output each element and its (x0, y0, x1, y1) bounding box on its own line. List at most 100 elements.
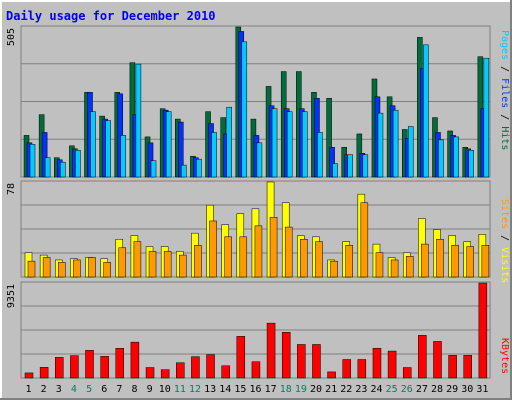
legend-visits: Visits (499, 247, 510, 283)
legend-files: Files (499, 78, 510, 108)
x-tick-label-8: 8 (131, 384, 137, 395)
top-bar-pages-9 (150, 160, 157, 178)
bottom-bar-kbytes-25 (387, 350, 397, 379)
top-bar-files-11 (178, 121, 184, 178)
top-bar-pages-14 (226, 106, 232, 178)
mid-bar-sites-11 (179, 254, 187, 278)
mid-bar-sites-24 (375, 252, 384, 278)
x-tick-label-3: 3 (56, 384, 62, 395)
x-tick-label-29: 29 (446, 384, 458, 395)
chart-title: Daily usage for December 2010 (6, 9, 216, 23)
mid-bar-sites-7 (118, 247, 127, 278)
mid-bar-sites-13 (209, 220, 217, 278)
legend-kbytes: KBytes (499, 338, 510, 374)
top-bar-pages-22 (347, 154, 353, 178)
mid-bar-sites-8 (133, 241, 142, 278)
mid-bar-sites-19 (300, 238, 308, 278)
legend-hits: Hits (499, 126, 510, 150)
top-bar-files-21 (329, 147, 335, 178)
mid-bar-sites-23 (360, 202, 369, 278)
top-bar-pages-27 (423, 44, 429, 178)
bottom-bar-kbytes-11 (176, 362, 185, 379)
x-tick-label-13: 13 (204, 384, 216, 395)
top-bar-files-9 (147, 142, 154, 178)
x-tick-label-6: 6 (101, 384, 107, 395)
mid-bar-sites-3 (58, 262, 66, 278)
bottom-bar-kbytes-18 (281, 332, 291, 379)
bottom-bar-kbytes-7 (115, 348, 125, 379)
bottom-bar-kbytes-16 (251, 361, 261, 379)
mid-bar-sites-5 (88, 257, 96, 278)
mid-bar-sites-20 (315, 241, 323, 278)
x-tick-label-19: 19 (295, 384, 307, 395)
top-bar-pages-29 (453, 136, 459, 178)
bottom-bar-kbytes-30 (463, 355, 472, 379)
legend-sites: Sites (499, 199, 510, 229)
bottom-bar-kbytes-20 (312, 344, 321, 379)
x-tick-label-25: 25 (386, 384, 398, 395)
mid-legend: Sites / Visits (499, 199, 510, 283)
bottom-bar-kbytes-10 (160, 369, 170, 379)
x-tick-label-20: 20 (310, 384, 322, 395)
top-bar-pages-24 (377, 112, 384, 178)
mid-bar-sites-2 (42, 257, 51, 278)
mid-bar-sites-1 (27, 260, 36, 278)
top-bar-pages-11 (181, 164, 187, 178)
mid-bar-sites-14 (224, 236, 232, 278)
mid-bar-sites-22 (345, 245, 353, 278)
top-bar-pages-1 (29, 144, 36, 178)
legend-separator: / (499, 60, 510, 78)
x-tick-label-27: 27 (416, 384, 428, 395)
top-bar-pages-19 (302, 111, 308, 178)
x-tick-label-12: 12 (189, 384, 201, 395)
mid-bar-sites-4 (73, 259, 81, 278)
bottom-bar-kbytes-9 (145, 367, 155, 379)
x-tick-label-24: 24 (371, 384, 383, 395)
mid-bar-sites-10 (163, 251, 172, 278)
mid-bar-sites-26 (405, 256, 414, 278)
top-bar-pages-18 (286, 111, 293, 178)
mid-bar-sites-15 (239, 236, 248, 278)
top-bar-pages-3 (60, 161, 66, 178)
x-tick-label-11: 11 (174, 384, 186, 395)
x-tick-label-21: 21 (325, 384, 337, 395)
plot-layer: 505 78 9351 Pages / Files / Hits Sites / Vis… (6, 25, 510, 395)
x-tick-label-26: 26 (401, 384, 413, 395)
top-bar-pages-17 (271, 108, 278, 178)
bottom-bar-kbytes-14 (221, 365, 230, 379)
mid-bar-sites-9 (148, 251, 157, 278)
top-bar-pages-21 (332, 163, 338, 178)
mid-bar-sites-28 (436, 238, 444, 278)
x-tick-label-5: 5 (86, 384, 92, 395)
bottom-ymax-label: 9351 (6, 284, 17, 308)
bottom-bar-kbytes-1 (24, 372, 34, 379)
bottom-bar-kbytes-28 (433, 341, 442, 379)
bottom-bar-kbytes-3 (55, 357, 64, 379)
mid-bar-sites-21 (330, 260, 338, 278)
mid-bar-sites-6 (103, 262, 111, 278)
mid-bar-sites-12 (194, 245, 202, 278)
bottom-bar-kbytes-8 (130, 341, 140, 379)
legend-pages: Pages (499, 30, 510, 60)
bottom-bar-kbytes-24 (372, 347, 382, 379)
legend-separator: / (499, 229, 510, 247)
bottom-bar-kbytes-26 (402, 367, 412, 379)
mid-bar-sites-17 (269, 217, 278, 278)
top-ymax-label: 505 (6, 28, 17, 46)
top-bar-pages-15 (241, 41, 248, 178)
x-tick-label-28: 28 (431, 384, 443, 395)
top-bar-pages-6 (105, 120, 111, 178)
top-bar-pages-7 (120, 135, 127, 178)
mid-ymax-label: 78 (6, 183, 17, 195)
x-tick-label-4: 4 (71, 384, 77, 395)
top-bar-pages-10 (165, 111, 172, 178)
top-bar-pages-5 (90, 111, 96, 178)
x-tick-label-18: 18 (280, 384, 292, 395)
top-bar-pages-13 (211, 132, 217, 178)
bottom-bar-kbytes-19 (297, 344, 306, 379)
mid-bar-sites-29 (451, 245, 459, 278)
bottom-bar-kbytes-31 (478, 282, 488, 379)
top-bar-pages-8 (135, 63, 142, 178)
x-tick-label-31: 31 (476, 384, 488, 395)
